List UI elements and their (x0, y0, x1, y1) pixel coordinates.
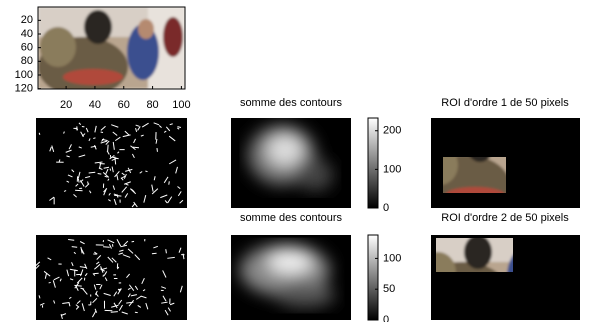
figure: somme des contours ROI d'ordre 1 de 50 p… (0, 0, 590, 322)
roi-panel (420, 118, 580, 215)
y-tick-label: 100 (15, 69, 33, 81)
edge-stroke (111, 312, 118, 313)
edge-stroke (39, 133, 40, 135)
y-tick-label: 80 (21, 55, 33, 67)
colorbar-tick-label: 100 (383, 163, 401, 175)
panel-title: somme des contours (240, 212, 343, 224)
y-tick-label: 60 (21, 42, 33, 54)
x-tick-label: 80 (146, 99, 158, 111)
x-tick-label: 40 (89, 99, 101, 111)
edge-stroke (169, 181, 170, 184)
edge-stroke (72, 247, 77, 248)
edge-stroke (145, 171, 147, 172)
edge-stroke (98, 174, 102, 175)
x-tick-label: 20 (60, 99, 72, 111)
colorbar-tick-label: 0 (383, 314, 389, 322)
edge-stroke (101, 132, 103, 133)
edge-stroke (93, 138, 95, 139)
colorbar-tick-label: 100 (383, 252, 401, 264)
edge-stroke (133, 147, 139, 148)
heatmap (231, 118, 351, 208)
edge-stroke (166, 249, 167, 253)
x-tick-label: 100 (172, 99, 190, 111)
colorbar-tick-label: 50 (383, 283, 395, 295)
panel-title: somme des contours (240, 97, 343, 109)
colorbar (368, 118, 378, 208)
edge-map (36, 118, 187, 208)
y-tick-label: 120 (15, 83, 33, 95)
colorbar-tick-label: 0 (383, 202, 389, 214)
y-tick-label: 20 (21, 14, 33, 26)
photo (38, 7, 185, 97)
x-tick-label: 60 (118, 99, 130, 111)
panel-title: ROI d'ordre 2 de 50 pixels (441, 212, 569, 224)
y-tick-label: 40 (21, 28, 33, 40)
roi-panel (418, 232, 580, 322)
edge-stroke (108, 145, 109, 152)
colorbar-tick-label: 200 (383, 125, 401, 137)
heatmap (231, 235, 351, 320)
edge-stroke (152, 253, 157, 254)
colorbar (368, 235, 378, 320)
panel-title: ROI d'ordre 1 de 50 pixels (441, 97, 569, 109)
